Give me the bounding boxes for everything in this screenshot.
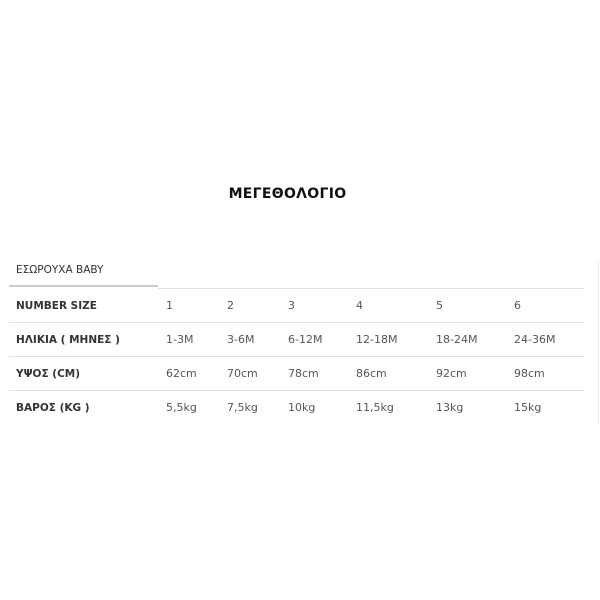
table-cell: 15kg bbox=[514, 401, 542, 414]
active-tab-indicator bbox=[9, 285, 158, 287]
table-cell: 1-3M bbox=[166, 322, 227, 357]
table-row: ΒΑΡΟΣ (KG ) 5,5kg 7,5kg 10kg 11,5kg 13kg 15kg bbox=[9, 391, 584, 425]
side-divider bbox=[598, 260, 599, 425]
size-table: NUMBER SIZE 1 2 3 4 5 6 ΗΛΙΚΙΑ ( ΜΗΝΕΣ ) 1-3M 3-6… bbox=[9, 289, 584, 424]
row-label: ΥΨΟΣ (CM) bbox=[9, 356, 166, 391]
page-title: ΜΕΓΕΘΟΛΟΓΙΟ bbox=[228, 186, 347, 202]
table-cell: 3-6M bbox=[227, 322, 288, 357]
table-cell: 2 bbox=[227, 289, 288, 323]
table-cell: 18-24M bbox=[436, 322, 514, 357]
table-cell: 78cm bbox=[288, 356, 356, 391]
table-row: ΗΛΙΚΙΑ ( ΜΗΝΕΣ ) 1-3M 3-6M 6-12M 12-18M 18-24… bbox=[9, 322, 584, 357]
table-cell: 5,5kg bbox=[166, 401, 197, 414]
row-label: ΒΑΡΟΣ (KG ) bbox=[16, 401, 90, 414]
table-cell: 92cm bbox=[436, 356, 514, 391]
table-cell: 10kg bbox=[288, 401, 316, 414]
row-label: NUMBER SIZE bbox=[9, 289, 166, 323]
table-cell: 4 bbox=[356, 289, 436, 323]
table-row: ΥΨΟΣ (CM) 62cm 70cm 78cm 86cm 92cm 98cm bbox=[9, 356, 584, 391]
table-cell: 98cm bbox=[514, 356, 584, 391]
table-cell: 3 bbox=[288, 289, 356, 323]
table-row: NUMBER SIZE 1 2 3 4 5 6 bbox=[9, 289, 584, 323]
table-cell: 6-12M bbox=[288, 322, 356, 357]
table-cell: 62cm bbox=[166, 356, 227, 391]
table-cell: 1 bbox=[166, 289, 227, 323]
table-cell: 70cm bbox=[227, 356, 288, 391]
table-cell: 11,5kg bbox=[356, 401, 394, 414]
table-cell: 6 bbox=[514, 289, 584, 323]
table-cell: 86cm bbox=[356, 356, 436, 391]
table-cell: 7,5kg bbox=[227, 401, 258, 414]
tab-baby-underwear[interactable]: ΕΣΩΡΟΥΧΑ BABY bbox=[16, 264, 104, 276]
table-cell: 24-36M bbox=[514, 322, 584, 357]
table-cell: 5 bbox=[436, 289, 514, 323]
table-cell: 12-18M bbox=[356, 322, 436, 357]
tab-divider bbox=[158, 288, 584, 289]
table-cell: 13kg bbox=[436, 401, 464, 414]
row-label: ΗΛΙΚΙΑ ( ΜΗΝΕΣ ) bbox=[9, 322, 166, 357]
